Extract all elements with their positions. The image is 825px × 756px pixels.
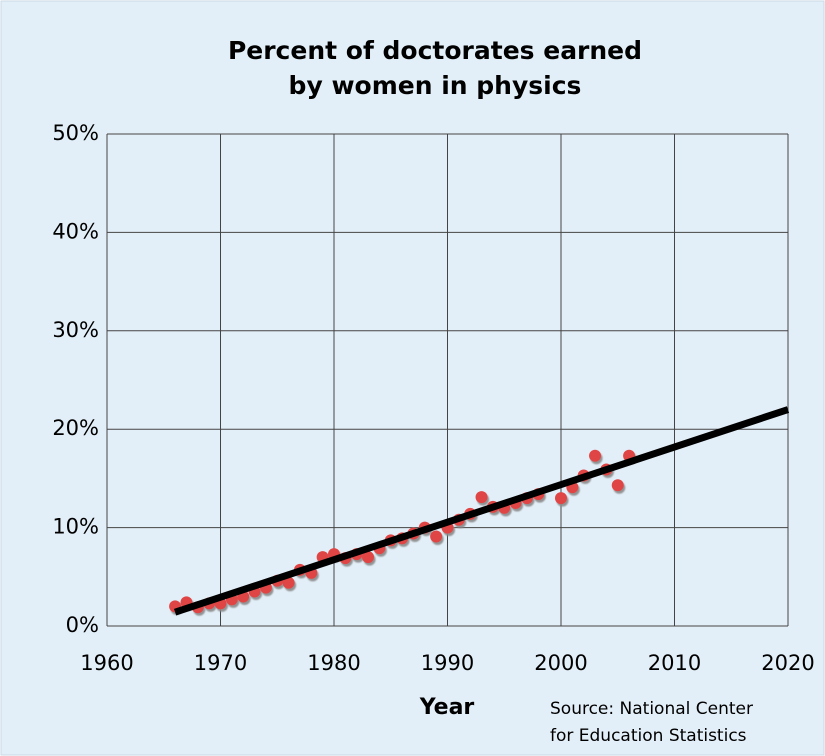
y-tick-label: 50%	[52, 121, 99, 145]
y-tick-label: 30%	[52, 318, 99, 342]
source-note: for Education Statistics	[550, 726, 747, 746]
data-point	[362, 551, 375, 564]
source-note: Source: National Center	[550, 699, 753, 719]
data-point	[555, 492, 567, 505]
data-point	[611, 479, 624, 492]
x-tick-label: 1990	[421, 651, 474, 675]
y-tick-label: 10%	[52, 515, 99, 539]
data-point	[282, 576, 295, 589]
data-point	[589, 449, 602, 462]
x-tick-label: 1970	[194, 651, 247, 675]
x-tick-label: 2020	[761, 651, 814, 675]
data-point	[430, 530, 443, 543]
y-tick-label: 40%	[52, 219, 99, 243]
y-tick-label: 20%	[52, 416, 99, 440]
chart-title: by women in physics	[289, 71, 582, 100]
chart-title: Percent of doctorates earned	[228, 36, 642, 65]
trend-line	[174, 406, 790, 616]
y-tick-label: 0%	[66, 613, 99, 637]
x-tick-label: 1960	[80, 651, 133, 675]
x-tick-label: 1980	[307, 651, 360, 675]
x-tick-label: 2000	[534, 651, 587, 675]
x-axis-label: Year	[419, 695, 475, 720]
data-point	[475, 491, 488, 504]
x-tick-label: 2010	[648, 651, 701, 675]
